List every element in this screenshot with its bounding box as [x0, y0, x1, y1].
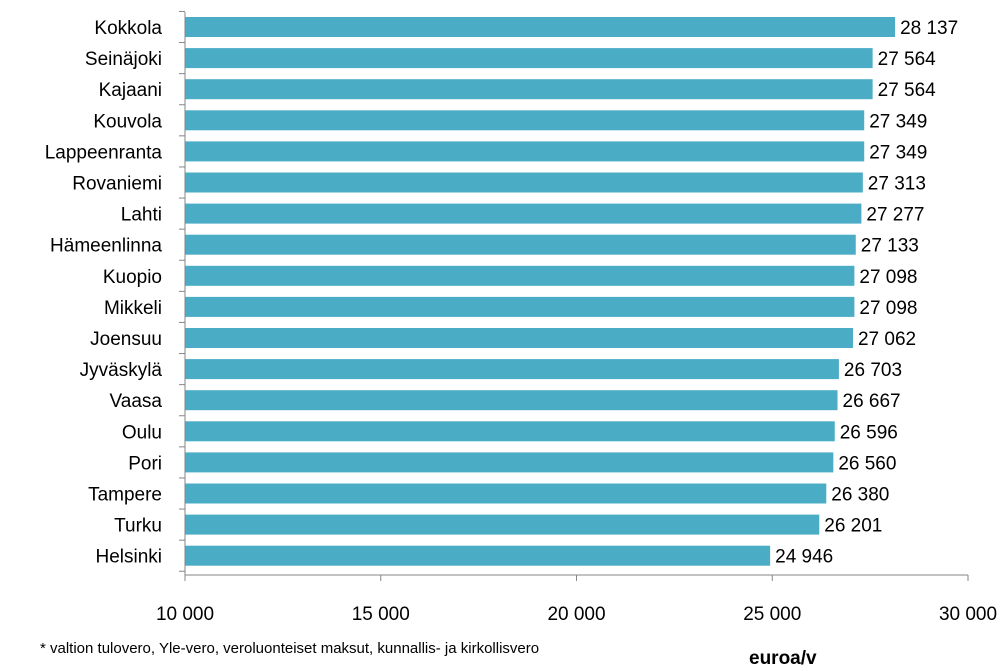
- bar-hameenlinna: [185, 234, 856, 255]
- bar-seinajoki: [185, 48, 873, 69]
- value-labels: 28 137 27 564 27 564 27 349 27 349 27 313 27 2…: [775, 18, 958, 568]
- value-label-kokkola: 28 137: [900, 18, 958, 39]
- value-label-kajaani: 27 564: [878, 80, 937, 101]
- bar-helsinki: [185, 545, 771, 566]
- value-label-hameenlinna: 27 133: [861, 236, 919, 257]
- value-label-pori: 26 560: [838, 453, 896, 474]
- bar-jyvaskyla: [185, 359, 839, 380]
- category-label-helsinki: Helsinki: [95, 547, 162, 568]
- category-label-seinajoki: Seinäjoki: [85, 49, 162, 70]
- x-axis: 10 000 15 000 20 000 25 000 30 000: [156, 10, 997, 625]
- x-tick-label: 30 000: [939, 604, 997, 625]
- value-label-mikkeli: 27 098: [859, 298, 917, 319]
- bar-kokkola: [185, 17, 896, 37]
- bar-lahti: [185, 203, 862, 224]
- value-label-rovaniemi: 27 313: [868, 174, 926, 195]
- value-label-turku: 26 201: [824, 516, 882, 537]
- category-label-tampere: Tampere: [88, 485, 162, 506]
- x-tick-label: 25 000: [743, 604, 801, 625]
- bar-kuopio: [185, 265, 855, 286]
- value-label-jyvaskyla: 26 703: [844, 360, 902, 381]
- category-label-kajaani: Kajaani: [99, 80, 162, 101]
- value-label-tampere: 26 380: [831, 485, 889, 506]
- category-label-pori: Pori: [128, 453, 162, 474]
- x-tick-label: 10 000: [156, 604, 214, 625]
- value-label-joensuu: 27 062: [858, 329, 916, 350]
- category-label-jyvaskyla: Jyväskylä: [80, 360, 163, 381]
- bar-lappeenranta: [185, 141, 865, 162]
- value-label-lahti: 27 277: [866, 205, 924, 226]
- category-label-hameenlinna: Hämeenlinna: [50, 236, 162, 257]
- category-label-kouvola: Kouvola: [93, 111, 162, 132]
- bar-tampere: [185, 483, 827, 504]
- value-label-seinajoki: 27 564: [878, 49, 937, 70]
- category-label-lahti: Lahti: [121, 205, 162, 226]
- category-label-rovaniemi: Rovaniemi: [72, 174, 162, 195]
- category-label-lappeenranta: Lappeenranta: [45, 142, 163, 163]
- x-tick-label: 15 000: [352, 604, 410, 625]
- value-label-oulu: 26 596: [840, 422, 898, 443]
- x-axis-unit-label: euroa/v: [749, 648, 817, 669]
- category-labels: Kokkola Seinäjoki Kajaani Kouvola Lappeenran…: [45, 18, 163, 568]
- bar-vaasa: [185, 390, 838, 411]
- bar-joensuu: [185, 328, 853, 348]
- bar-pori: [185, 452, 834, 473]
- footnote: * valtion tulovero, Yle-vero, veroluonte…: [40, 640, 540, 657]
- value-label-lappeenranta: 27 349: [869, 142, 927, 163]
- x-tick-label: 20 000: [547, 604, 605, 625]
- bar-mikkeli: [185, 296, 855, 317]
- bar-kouvola: [185, 110, 865, 131]
- value-label-kouvola: 27 349: [869, 111, 927, 132]
- bar-rovaniemi: [185, 172, 863, 193]
- category-label-mikkeli: Mikkeli: [104, 298, 162, 319]
- category-label-vaasa: Vaasa: [110, 391, 163, 412]
- bars-group: [185, 17, 896, 566]
- bar-kajaani: [185, 79, 873, 100]
- value-label-vaasa: 26 667: [843, 391, 901, 412]
- category-label-kuopio: Kuopio: [103, 267, 162, 288]
- value-label-kuopio: 27 098: [859, 267, 917, 288]
- category-label-kokkola: Kokkola: [94, 18, 162, 39]
- value-label-helsinki: 24 946: [775, 547, 833, 568]
- category-label-joensuu: Joensuu: [90, 329, 162, 350]
- category-label-turku: Turku: [114, 516, 162, 537]
- bar-oulu: [185, 421, 835, 442]
- category-label-oulu: Oulu: [122, 422, 162, 443]
- bar-turku: [185, 514, 820, 535]
